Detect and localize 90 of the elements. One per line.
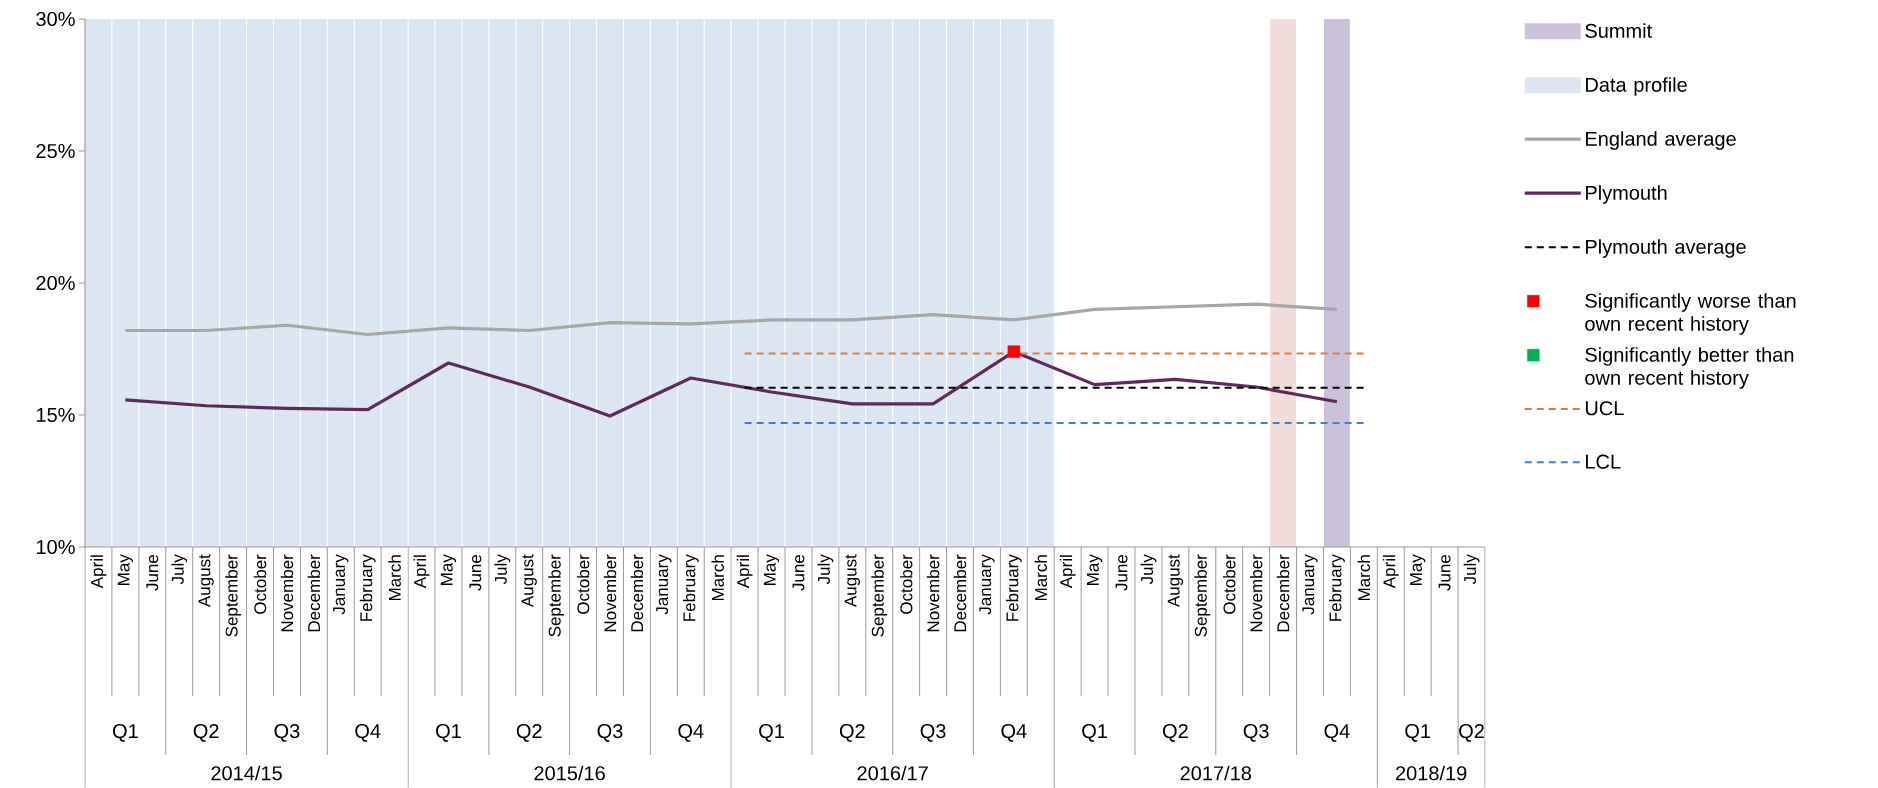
text: Q2: [1459, 724, 1484, 742]
text: 2016/17: [857, 765, 928, 781]
x-tick-label: May: [1087, 554, 1103, 585]
x-tick-label: December: [307, 554, 321, 632]
x-tick-label: April: [736, 555, 753, 589]
text: Q3: [920, 724, 946, 742]
y-tick-label: 15%: [36, 407, 75, 423]
text: Q3: [597, 724, 623, 742]
x-tick-label: September: [871, 554, 888, 637]
text: Q1: [113, 724, 138, 742]
x-tick-label: July: [1463, 554, 1480, 585]
x-tick-label: July: [817, 554, 834, 585]
text: Q4: [1001, 724, 1027, 742]
x-tick-label: November: [603, 554, 617, 632]
x-tick-label: July: [171, 554, 188, 585]
x-tick-label: June: [792, 554, 805, 591]
y-tick-label: 25%: [36, 143, 75, 159]
x-tick-label: August: [198, 554, 214, 608]
x-tick-label: July: [494, 554, 511, 585]
x-tick-label: October: [899, 554, 913, 614]
text: 2018/19: [1396, 765, 1467, 781]
x-tick-label: August: [844, 554, 860, 608]
x-tick-label: April: [90, 555, 107, 589]
text: Q2: [193, 724, 219, 742]
text: Q4: [678, 724, 704, 742]
x-tick-label: February: [1329, 554, 1345, 621]
y-tick-label: 30%: [36, 11, 75, 27]
text: Q1: [759, 724, 784, 742]
legend-label: Significantly worse than own recent history: [1585, 293, 1796, 335]
x-tick-label: January: [656, 554, 672, 615]
x-tick-label: November: [1249, 554, 1263, 632]
text: Q2: [1162, 724, 1188, 742]
text: Q2: [839, 724, 865, 742]
legend-label: Summit: [1585, 23, 1653, 38]
legend-label: Plymouth: [1586, 185, 1667, 204]
x-tick-label: June: [469, 554, 482, 591]
x-tick-label: March: [388, 555, 401, 601]
x-tick-label: September: [225, 554, 242, 637]
x-tick-label: June: [1438, 554, 1451, 591]
x-tick-label: January: [333, 554, 349, 615]
x-tick-label: April: [1059, 555, 1076, 589]
x-tick-label: June: [1115, 554, 1128, 591]
x-tick-label: September: [548, 554, 565, 637]
x-tick-label: January: [1302, 554, 1318, 615]
legend-label: Plymouth average: [1586, 239, 1746, 258]
y-tick-label: 20%: [36, 275, 75, 291]
text: Q1: [1405, 724, 1431, 742]
x-tick-label: April: [1382, 555, 1399, 589]
x-tick-label: October: [253, 554, 267, 614]
text: Q4: [1324, 724, 1350, 742]
x-tick-label: May: [117, 554, 133, 585]
text: 2014/15: [211, 765, 282, 781]
x-tick-label: February: [359, 554, 376, 621]
x-tick-label: August: [521, 554, 537, 608]
x-tick-label: March: [711, 555, 724, 601]
x-tick-label: December: [630, 554, 644, 632]
legend-label: LCL: [1586, 454, 1621, 469]
x-tick-label: April: [413, 555, 430, 589]
legend-label: England average: [1586, 131, 1736, 150]
x-tick-label: June: [146, 554, 159, 591]
x-tick-label: May: [1410, 554, 1426, 585]
x-tick-label: August: [1167, 554, 1183, 608]
x-tick-label: December: [953, 554, 967, 632]
text: Q1: [1082, 724, 1107, 742]
x-tick-label: October: [576, 554, 590, 614]
legend-label: Significantly better than own recent history: [1585, 347, 1794, 389]
text: Q3: [274, 724, 300, 742]
text: Q2: [516, 724, 542, 742]
legend-label: Data profile: [1586, 77, 1687, 96]
x-tick-label: September: [1194, 554, 1211, 637]
x-tick-label: December: [1276, 554, 1290, 632]
x-tick-label: May: [440, 554, 457, 585]
text: Q3: [1243, 724, 1269, 742]
x-tick-label: March: [1357, 555, 1371, 601]
x-tick-label: February: [1005, 554, 1022, 621]
x-tick-label: October: [1222, 554, 1236, 614]
x-tick-label: February: [682, 554, 699, 621]
text: 2017/18: [1180, 765, 1252, 781]
line-series: [123, 302, 1339, 337]
x-tick-label: January: [979, 554, 995, 615]
text: Q1: [436, 724, 461, 742]
x-tick-label: March: [1034, 555, 1048, 601]
y-tick-label: 10%: [36, 539, 75, 555]
x-tick-label: November: [926, 554, 940, 632]
legend-label: UCL: [1585, 401, 1624, 416]
x-tick-label: November: [280, 554, 294, 632]
x-tick-label: May: [763, 554, 780, 585]
text: 2015/16: [534, 765, 605, 781]
x-tick-label: July: [1140, 554, 1157, 585]
text: Q4: [355, 724, 381, 742]
